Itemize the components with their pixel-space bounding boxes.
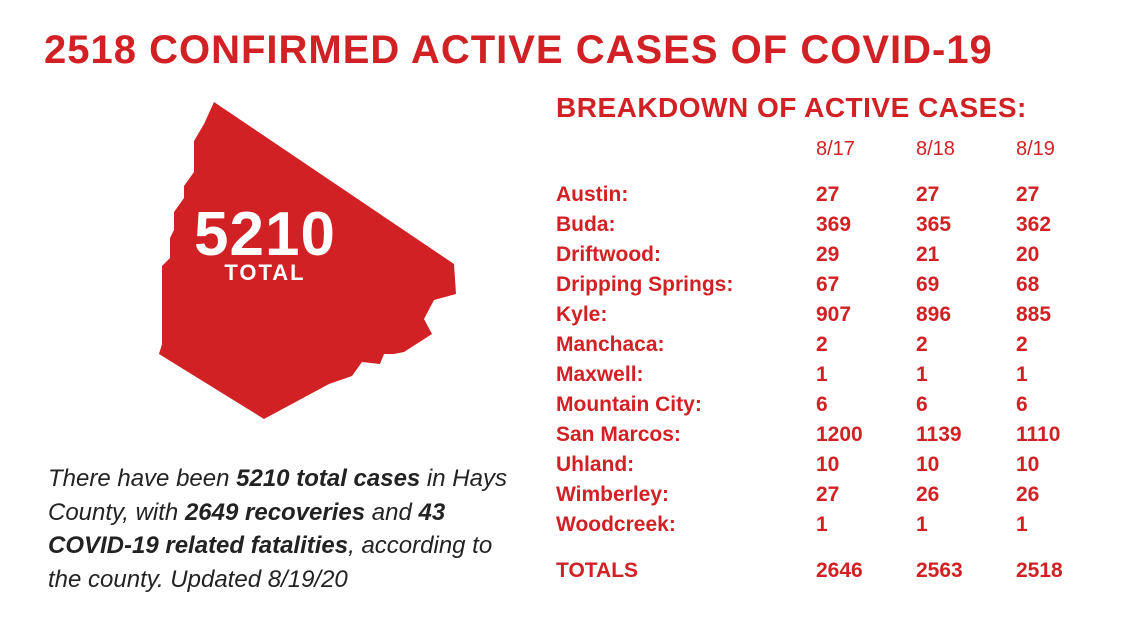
case-value: 29 — [816, 243, 916, 267]
city-label: San Marcos: — [556, 423, 816, 447]
case-value: 27 — [916, 183, 1016, 207]
case-value: 1139 — [916, 423, 1016, 447]
table-totals-row: TOTALS 2646 2563 2518 — [556, 559, 1116, 583]
city-label: Driftwood: — [556, 243, 816, 267]
case-value: 362 — [1016, 213, 1116, 237]
case-value: 69 — [916, 273, 1016, 297]
map-stat-box: 5210 TOTAL — [194, 204, 336, 284]
case-value: 907 — [816, 303, 916, 327]
case-value: 6 — [916, 393, 1016, 417]
table-row: Woodcreek:111 — [556, 513, 1116, 537]
city-label: Woodcreek: — [556, 513, 816, 537]
county-map-wrapper: 5210 TOTAL — [84, 94, 504, 434]
case-value: 365 — [916, 213, 1016, 237]
totals-val-1: 2646 — [816, 559, 916, 583]
case-value: 885 — [1016, 303, 1116, 327]
city-label: Kyle: — [556, 303, 816, 327]
case-value: 6 — [816, 393, 916, 417]
table-row: Mountain City:666 — [556, 393, 1116, 417]
case-value: 1 — [1016, 363, 1116, 387]
case-value: 1200 — [816, 423, 916, 447]
left-column: 5210 TOTAL There have been 5210 total ca… — [44, 88, 524, 596]
case-value: 26 — [916, 483, 1016, 507]
case-value: 27 — [816, 483, 916, 507]
city-label: Maxwell: — [556, 363, 816, 387]
totals-val-2: 2563 — [916, 559, 1016, 583]
summary-bold-total: 5210 total cases — [236, 465, 420, 492]
headline: 2518 CONFIRMED ACTIVE CASES OF COVID-19 — [44, 30, 1096, 70]
summary-prefix: There have been — [48, 465, 236, 492]
date-col-2: 8/18 — [916, 138, 1016, 161]
header-spacer — [556, 138, 816, 161]
city-label: Uhland: — [556, 453, 816, 477]
breakdown-title: BREAKDOWN OF ACTIVE CASES: — [556, 92, 1116, 124]
case-value: 27 — [1016, 183, 1116, 207]
case-value: 68 — [1016, 273, 1116, 297]
case-value: 26 — [1016, 483, 1116, 507]
case-value: 20 — [1016, 243, 1116, 267]
table-row: Kyle:907896885 — [556, 303, 1116, 327]
summary-text: There have been 5210 total cases in Hays… — [44, 462, 524, 596]
table-body: Austin:272727Buda:369365362Driftwood:292… — [556, 183, 1116, 537]
case-value: 1 — [916, 513, 1016, 537]
case-value: 1 — [816, 513, 916, 537]
city-label: Dripping Springs: — [556, 273, 816, 297]
table-row: Austin:272727 — [556, 183, 1116, 207]
city-label: Buda: — [556, 213, 816, 237]
table-row: Maxwell:111 — [556, 363, 1116, 387]
case-value: 27 — [816, 183, 916, 207]
case-value: 1110 — [1016, 423, 1116, 447]
case-value: 10 — [916, 453, 1016, 477]
case-value: 21 — [916, 243, 1016, 267]
right-column: BREAKDOWN OF ACTIVE CASES: 8/17 8/18 8/1… — [556, 88, 1116, 596]
table-row: Driftwood:292120 — [556, 243, 1116, 267]
table-row: Buda:369365362 — [556, 213, 1116, 237]
case-value: 2 — [1016, 333, 1116, 357]
case-value: 896 — [916, 303, 1016, 327]
table-row: Wimberley:272626 — [556, 483, 1116, 507]
table-row: Dripping Springs:676968 — [556, 273, 1116, 297]
case-value: 1 — [816, 363, 916, 387]
date-col-1: 8/17 — [816, 138, 916, 161]
case-value: 10 — [816, 453, 916, 477]
city-label: Austin: — [556, 183, 816, 207]
map-total-number: 5210 — [194, 204, 336, 266]
case-value: 2 — [916, 333, 1016, 357]
content-wrapper: 5210 TOTAL There have been 5210 total ca… — [44, 88, 1096, 596]
summary-mid2: and — [365, 499, 418, 526]
city-label: Wimberley: — [556, 483, 816, 507]
case-value: 6 — [1016, 393, 1116, 417]
date-col-3: 8/19 — [1016, 138, 1116, 161]
table-row: Manchaca:222 — [556, 333, 1116, 357]
breakdown-table: 8/17 8/18 8/19 Austin:272727Buda:3693653… — [556, 138, 1116, 583]
table-header-row: 8/17 8/18 8/19 — [556, 138, 1116, 161]
case-value: 369 — [816, 213, 916, 237]
totals-label: TOTALS — [556, 559, 816, 583]
table-row: Uhland:101010 — [556, 453, 1116, 477]
city-label: Mountain City: — [556, 393, 816, 417]
case-value: 10 — [1016, 453, 1116, 477]
case-value: 1 — [916, 363, 1016, 387]
city-label: Manchaca: — [556, 333, 816, 357]
totals-val-3: 2518 — [1016, 559, 1116, 583]
table-row: San Marcos:120011391110 — [556, 423, 1116, 447]
case-value: 67 — [816, 273, 916, 297]
summary-bold-recoveries: 2649 recoveries — [185, 499, 365, 526]
case-value: 1 — [1016, 513, 1116, 537]
case-value: 2 — [816, 333, 916, 357]
